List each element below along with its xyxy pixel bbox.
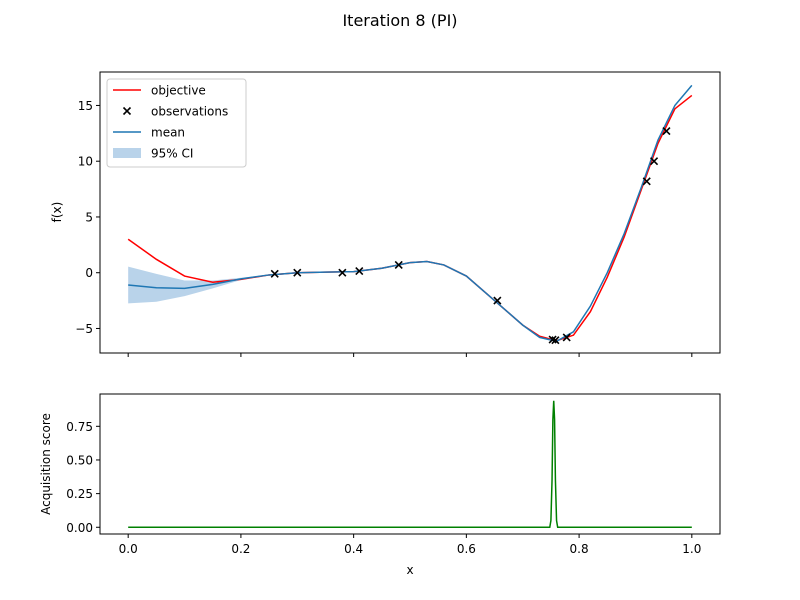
top-y-tick-label: 10 [78, 155, 93, 169]
observation-point [562, 333, 571, 342]
mean-line [128, 84, 693, 343]
observation-point [493, 296, 502, 305]
observation-point [394, 260, 403, 269]
observation-point [548, 335, 557, 344]
bottom-x-tick-label: 0.6 [457, 542, 476, 556]
bottom-axes-frame [99, 393, 721, 535]
bottom-y-tick-label: 0.00 [66, 521, 93, 535]
bottom-y-tick-label: 0.50 [66, 453, 93, 467]
observation-point [662, 127, 671, 136]
legend-ci-label: 95% CI [151, 147, 193, 161]
bottom-x-tick-label: 0.0 [119, 542, 138, 556]
observation-point [649, 157, 659, 166]
legend-observations-marker [122, 106, 132, 116]
bottom-x-tick-label: 0.4 [344, 542, 363, 556]
observation-point [551, 336, 560, 345]
observation-point [270, 269, 279, 278]
legend-objective-label: objective [151, 84, 206, 98]
bottom-y-tick-label: 0.75 [66, 420, 93, 434]
bottom-x-axis-label: x [406, 563, 413, 577]
bottom-axis-ticks: 0.0 0.2 0.4 0.6 0.8 1.0 0.00 0.25 0.50 0.75 [66, 420, 701, 556]
figure-title: Iteration 8 (PI) [342, 11, 457, 30]
acquisition-lines [128, 400, 692, 529]
acquisition-plot: 0.0 0.2 0.4 0.6 0.8 1.0 0.00 0.25 0.50 0.75 Acqui… [39, 393, 721, 577]
top-y-tick-label: −5 [75, 322, 93, 336]
acquisition-line [128, 400, 692, 529]
objective-plot: −5 0 5 10 15 f(x) objective observations mea… [50, 71, 721, 357]
legend-box [106, 78, 247, 168]
bottom-y-tick-label: 0.25 [66, 487, 93, 501]
bottom-x-tick-label: 0.8 [570, 542, 589, 556]
bottom-x-tick-label: 1.0 [682, 542, 701, 556]
bottom-y-axis-label: Acquisition score [39, 413, 53, 515]
observation-point [293, 268, 302, 277]
plot-lines [127, 84, 693, 343]
top-axes-frame [99, 71, 721, 354]
observation-point [355, 266, 364, 276]
legend-mean-label: mean [151, 126, 185, 140]
top-axis-ticks: −5 0 5 10 15 [75, 99, 693, 357]
top-y-tick-label: 15 [78, 99, 93, 113]
top-y-axis-label: f(x) [50, 202, 64, 223]
top-y-tick-label: 5 [85, 210, 93, 224]
observation-point [338, 268, 347, 277]
observation-point [642, 177, 651, 186]
observation-markers [270, 127, 671, 345]
bottom-x-tick-label: 0.2 [231, 542, 250, 556]
legend-ci-swatch [113, 148, 141, 158]
legend: objective observations mean 95% CI [106, 78, 247, 168]
top-y-tick-label: 0 [85, 266, 93, 280]
legend-observations-label: observations [151, 105, 228, 119]
